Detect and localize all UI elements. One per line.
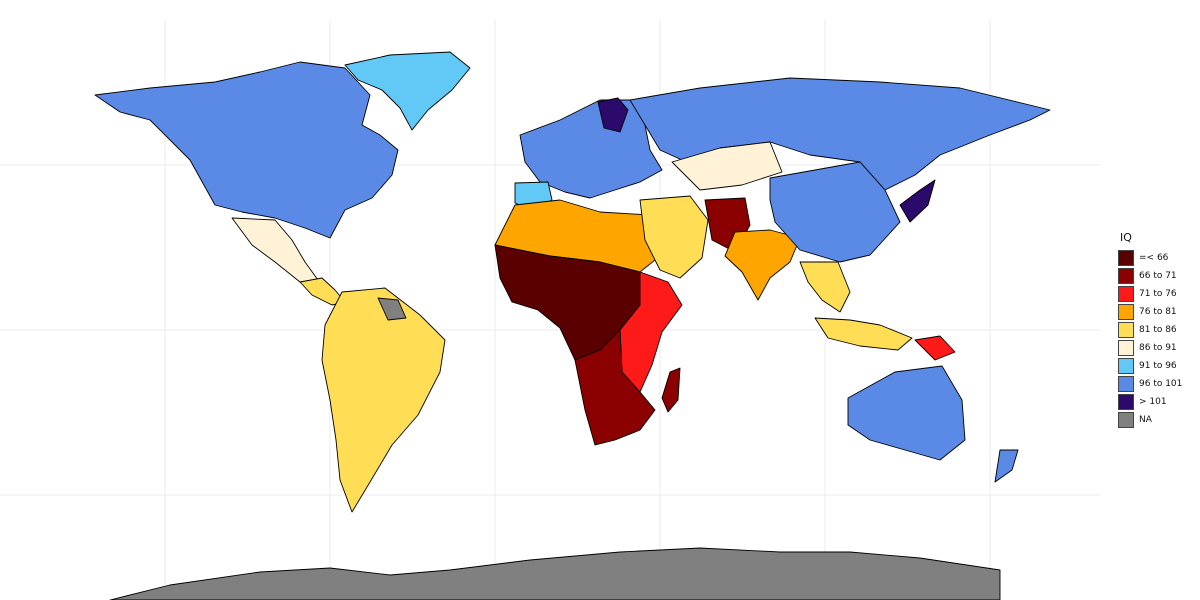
- legend-item: 91 to 96: [1118, 357, 1196, 375]
- legend-swatch: [1118, 268, 1134, 284]
- legend-item: =< 66: [1118, 249, 1196, 267]
- region-japan-korea: [899, 179, 936, 223]
- legend-label: > 101: [1139, 397, 1167, 407]
- map-legend: IQ =< 66 66 to 71 71 to 76 76 to 81 81 to 86…: [1118, 231, 1196, 429]
- legend-title: IQ: [1120, 231, 1132, 244]
- legend-label: 96 to 101: [1139, 379, 1183, 389]
- legend-label: 71 to 76: [1139, 289, 1177, 299]
- legend-swatch: [1118, 358, 1134, 374]
- region-antarctica: [109, 547, 1001, 600]
- legend-item: 96 to 101: [1118, 375, 1196, 393]
- region-arabia: [639, 195, 709, 279]
- region-papua-new-guinea: [914, 335, 956, 361]
- region-north-america: [94, 61, 399, 239]
- legend-label: NA: [1139, 415, 1152, 425]
- legend-label: =< 66: [1139, 253, 1169, 263]
- legend-label: 86 to 91: [1139, 343, 1177, 353]
- region-southern-africa: [574, 329, 656, 446]
- legend-swatch: [1118, 304, 1134, 320]
- legend-item: 81 to 86: [1118, 321, 1196, 339]
- legend-swatch: [1118, 376, 1134, 392]
- region-new-zealand: [994, 449, 1019, 483]
- legend-items: =< 66 66 to 71 71 to 76 76 to 81 81 to 86 86 …: [1118, 249, 1196, 429]
- legend-swatch: [1118, 394, 1134, 410]
- region-madagascar: [661, 367, 681, 413]
- legend-item: > 101: [1118, 393, 1196, 411]
- region-greenland: [344, 51, 471, 131]
- legend-label: 81 to 86: [1139, 325, 1177, 335]
- legend-item: 76 to 81: [1118, 303, 1196, 321]
- legend-label: 91 to 96: [1139, 361, 1177, 371]
- legend-swatch: [1118, 340, 1134, 356]
- region-indonesia: [814, 317, 913, 351]
- region-australia: [847, 365, 966, 461]
- region-india: [724, 229, 801, 301]
- legend-item: 66 to 71: [1118, 267, 1196, 285]
- legend-swatch: [1118, 322, 1134, 338]
- region-east-africa: [619, 271, 683, 393]
- region-guianas: [377, 297, 407, 321]
- country-shapes: [94, 51, 1051, 600]
- legend-item: NA: [1118, 411, 1196, 429]
- legend-item: 71 to 76: [1118, 285, 1196, 303]
- legend-swatch: [1118, 250, 1134, 266]
- region-finland: [597, 97, 629, 133]
- legend-label: 66 to 71: [1139, 271, 1177, 281]
- region-southeast-asia: [799, 261, 851, 313]
- legend-label: 76 to 81: [1139, 307, 1177, 317]
- region-china: [769, 161, 901, 263]
- legend-swatch: [1118, 412, 1134, 428]
- region-kazakhstan: [671, 141, 783, 191]
- legend-swatch: [1118, 286, 1134, 302]
- region-south-america: [321, 287, 446, 513]
- legend-item: 86 to 91: [1118, 339, 1196, 357]
